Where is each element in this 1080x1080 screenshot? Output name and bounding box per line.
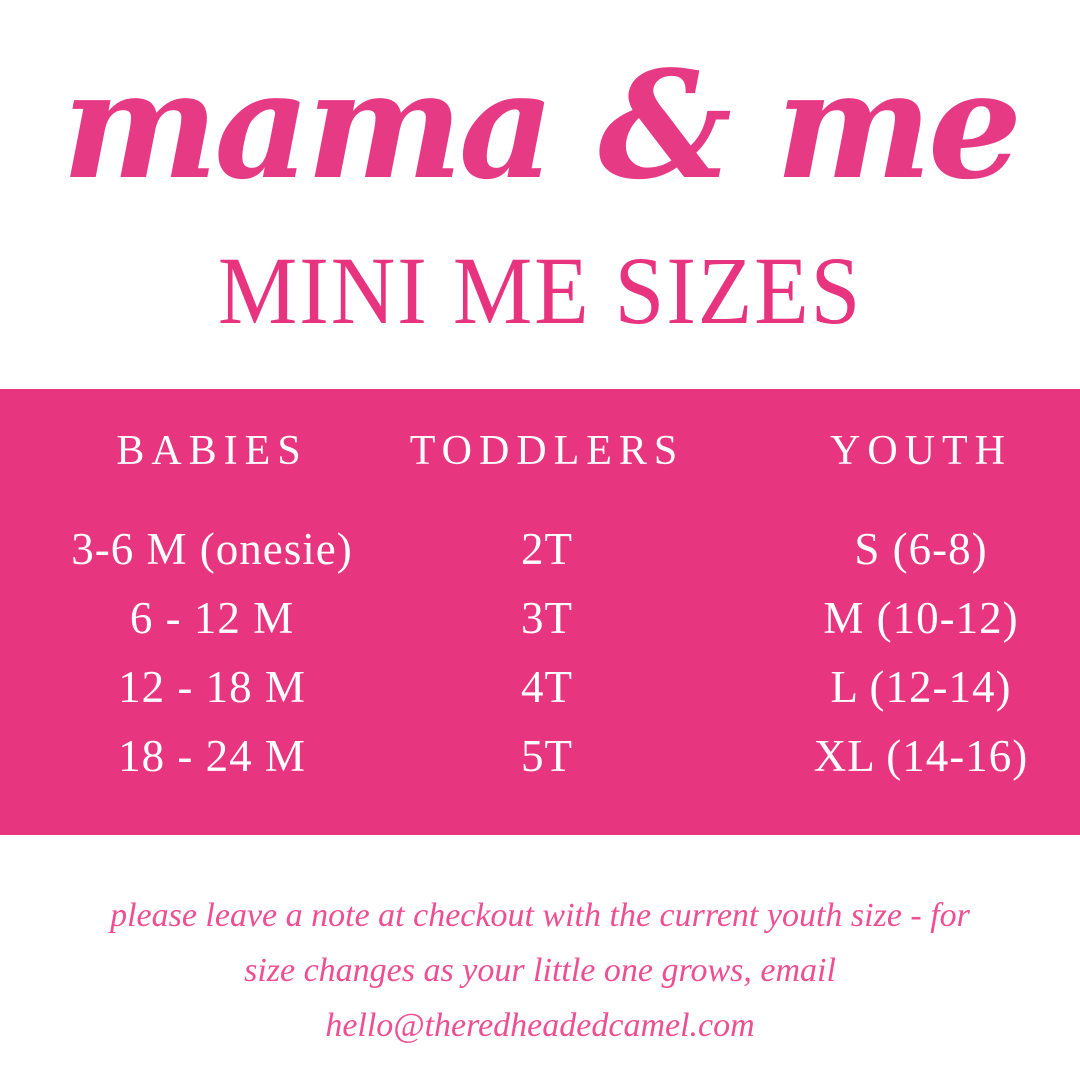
size-cell-youth-row2: M (10-12) — [823, 593, 1019, 643]
size-cell-youth-row1: S (6-8) — [854, 524, 988, 574]
size-cell-babies-row1: 3-6 M (onesie) — [71, 524, 353, 574]
size-cell-toddlers-row3: 4T — [520, 662, 573, 712]
column-header-youth: YOUTH — [830, 428, 1012, 474]
size-cell-toddlers-row1: 2T — [520, 524, 573, 574]
footer-note: please leave a note at checkout with the… — [0, 888, 1080, 1053]
size-column-toddlers: TODDLERS 2T 3T 4T 5T — [410, 389, 685, 835]
header: mama & me MINI ME SIZES — [0, 0, 1080, 380]
size-cell-youth-row3: L (12-14) — [830, 662, 1012, 712]
size-cell-babies-row3: 12 - 18 M — [118, 662, 306, 712]
footer-note-line-1: please leave a note at checkout with the… — [110, 897, 970, 934]
page-title: MINI ME SIZES — [217, 237, 863, 344]
size-column-babies: BABIES 3-6 M (onesie) 6 - 12 M 12 - 18 M… — [71, 389, 352, 835]
size-cell-babies-row2: 6 - 12 M — [129, 593, 295, 643]
brand-script-title: mama & me — [61, 38, 1022, 212]
size-cell-toddlers-row4: 5T — [520, 731, 573, 781]
size-column-youth: YOUTH S (6-8) M (10-12) L (12-14) XL (14… — [814, 389, 1029, 835]
size-cell-youth-row4: XL (14-16) — [813, 731, 1029, 781]
column-header-toddlers: TODDLERS — [409, 428, 685, 474]
size-cell-toddlers-row2: 3T — [520, 593, 573, 643]
footer-email-text: hello@theredheadedcamel.com — [325, 1007, 755, 1044]
size-chart-panel: BABIES 3-6 M (onesie) 6 - 12 M 12 - 18 M… — [0, 389, 1080, 835]
footer-note-line-2: size changes as your little one grows, e… — [244, 952, 836, 989]
column-header-babies: BABIES — [116, 428, 308, 474]
size-cell-babies-row4: 18 - 24 M — [118, 731, 306, 781]
